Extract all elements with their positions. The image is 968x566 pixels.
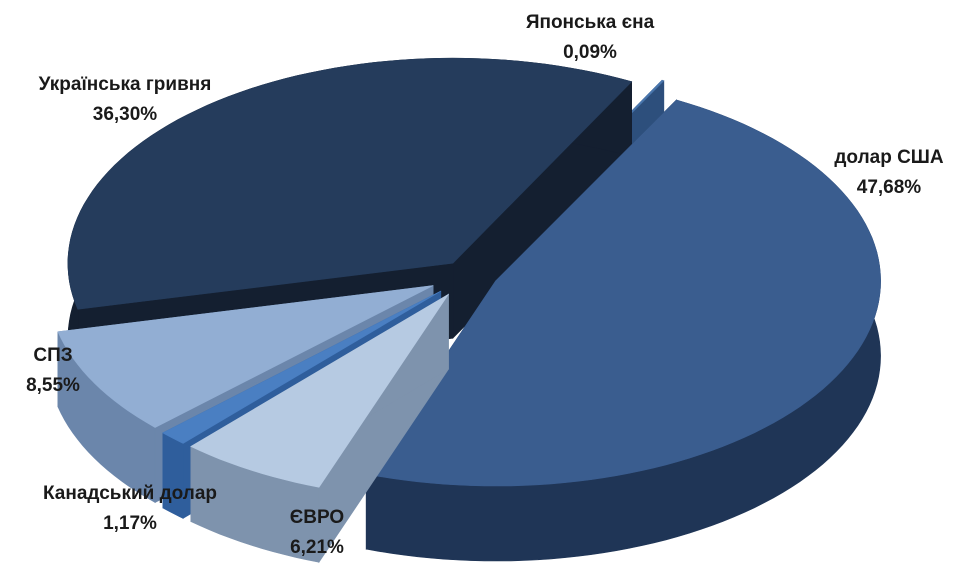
pie-slice-usd (365, 99, 881, 562)
pie-slice-eur (190, 293, 449, 564)
slice-top-eur (190, 293, 449, 488)
slice-value-sdr: 8,55% (26, 375, 80, 396)
slice-value-usd: 47,68% (856, 177, 922, 198)
slice-name-sdr: СПЗ (33, 345, 73, 366)
slice-label-eur: ЄВРО 6,21% (262, 503, 372, 563)
slice-name-cad: Канадський долар (42, 483, 218, 504)
slice-label-jpy: Японська єна 0,09% (500, 8, 680, 68)
slice-name-usd: долар США (834, 147, 944, 168)
slice-label-cad: Канадський долар 1,17% (5, 479, 255, 539)
slice-value-cad: 1,17% (103, 513, 157, 534)
slice-label-sdr: СПЗ 8,55% (8, 341, 98, 401)
slice-top-uah (67, 57, 633, 310)
slice-top-usd (365, 99, 881, 487)
slice-top-cad (162, 290, 441, 444)
slice-name-uah: Українська гривня (38, 74, 212, 95)
slice-name-eur: ЄВРО (289, 507, 345, 528)
slice-label-usd: долар США 47,68% (804, 143, 968, 203)
slice-label-uah: Українська гривня 36,30% (0, 70, 250, 130)
slice-value-eur: 6,21% (290, 537, 344, 558)
slice-name-jpy: Японська єна (525, 12, 655, 33)
slice-value-uah: 36,30% (92, 104, 158, 125)
slice-value-jpy: 0,09% (563, 42, 617, 63)
slice-top-sdr (57, 285, 434, 428)
